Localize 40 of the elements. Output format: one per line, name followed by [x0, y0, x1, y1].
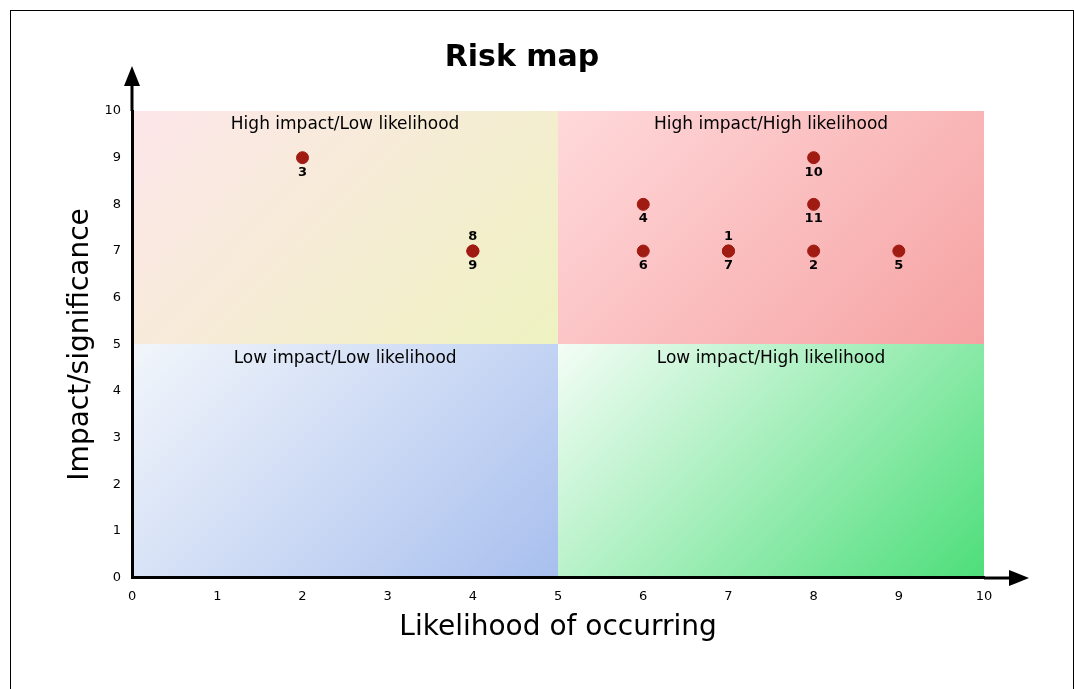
y-tick-label: 2 [112, 475, 122, 491]
x-tick-label: 7 [724, 587, 733, 603]
y-tick-label: 3 [112, 429, 122, 445]
series-label: 3 [297, 163, 308, 179]
x-tick-label: 2 [298, 587, 307, 603]
series-label: 6 [638, 256, 648, 272]
x-tick-label: 5 [553, 587, 563, 603]
series-label: 2 [809, 256, 819, 272]
y-tick-label: 1 [112, 522, 122, 538]
series-label: 5 [894, 256, 904, 272]
x-tick-label: 4 [468, 587, 478, 603]
x-tick-label: 1 [213, 587, 222, 603]
y-tick-label: 4 [112, 382, 122, 398]
series-label: 11 [804, 210, 823, 226]
x-tick-label: 10 [975, 587, 993, 603]
x-tick-label: 9 [894, 587, 903, 603]
series-label: 4 [638, 210, 648, 226]
y-tick-label: 0 [112, 569, 122, 585]
x-axis-title: Likelihood of occurring [399, 609, 717, 643]
y-tick-label: 9 [112, 149, 122, 165]
x-tick-label: 3 [383, 587, 392, 603]
annotation: High impact/High likelihood [653, 113, 889, 134]
y-tick-label: 7 [112, 242, 122, 258]
series-label: 8 [468, 227, 478, 243]
series-label: 1 [723, 227, 733, 243]
series-label: 9 [468, 256, 478, 272]
y-tick-label: 8 [112, 195, 122, 211]
x-tick-label: 0 [128, 587, 137, 603]
y-tick-label: 10 [104, 102, 122, 118]
series-label: 10 [804, 163, 823, 179]
y-tick-label: 6 [112, 289, 122, 305]
y-axis-title: Impact/significance [62, 208, 96, 481]
annotation: High impact/Low likelihood [230, 113, 460, 134]
annotation: Low impact/High likelihood [656, 346, 886, 367]
x-tick-label: 6 [639, 587, 648, 603]
chart-title: Risk map [444, 37, 600, 73]
series-label: 7 [723, 256, 733, 272]
x-tick-label: 8 [809, 587, 818, 603]
annotation: Low impact/Low likelihood [233, 346, 457, 367]
y-tick-label: 5 [112, 335, 122, 351]
